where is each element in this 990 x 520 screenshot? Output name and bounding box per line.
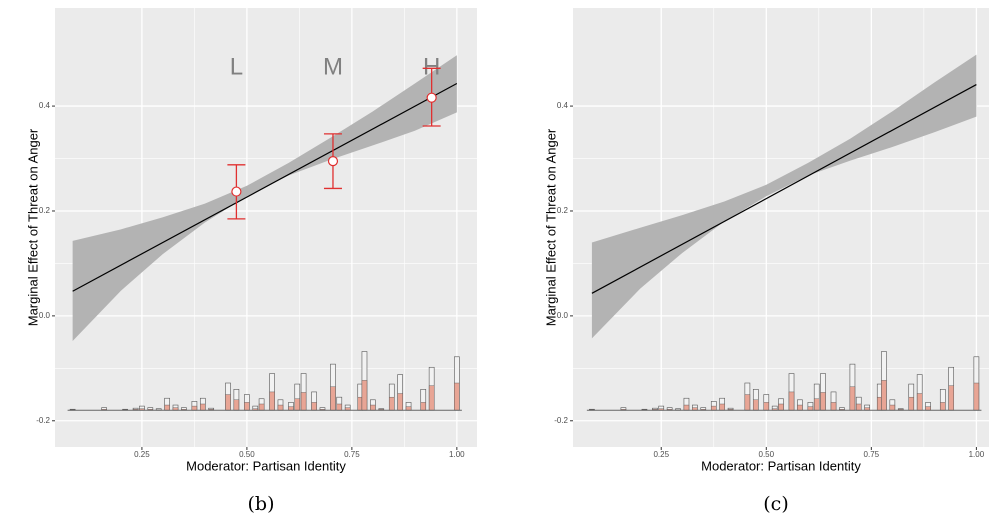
hist-bar-treated — [277, 404, 284, 411]
hist-bar-treated — [973, 382, 980, 411]
hist-bar-treated — [200, 403, 206, 411]
hist-bar-treated — [807, 406, 814, 411]
hist-bar-treated — [856, 403, 862, 411]
x-tick-label: 1.00 — [969, 450, 985, 459]
bin-estimate — [231, 186, 242, 197]
hist-bar-treated — [763, 402, 770, 411]
x-tick-label: 0.75 — [864, 450, 880, 459]
y-tick-label: 0.0 — [39, 311, 51, 320]
y-tick-label: -0.2 — [36, 416, 50, 425]
hist-bar-treated — [940, 402, 946, 411]
effect-line — [72, 82, 458, 292]
confidence-band — [72, 55, 457, 342]
hist-bar-treated — [753, 399, 759, 411]
hist-bar-treated — [311, 402, 317, 411]
hist-bar-treated — [397, 393, 403, 411]
panel-caption: (b) — [248, 493, 275, 515]
bin-label: M — [323, 53, 343, 80]
bin-estimate — [426, 92, 437, 103]
hist-bar-treated — [916, 393, 923, 411]
x-tick-label: 0.25 — [653, 450, 669, 459]
hist-bar-treated — [744, 394, 751, 411]
hist-bar-treated — [820, 392, 826, 411]
x-tick-label: 0.50 — [759, 450, 775, 459]
x-axis-title: Moderator: Partisan Identity — [701, 458, 861, 473]
y-tick-label: 0.2 — [557, 206, 569, 215]
y-tick-label: -0.2 — [554, 416, 568, 425]
hist-bar-treated — [719, 403, 725, 411]
y-tick-label: 0.4 — [557, 101, 569, 110]
x-tick-label: 1.00 — [449, 450, 465, 459]
y-tick-label: 0.2 — [39, 206, 51, 215]
plot-panel — [573, 8, 989, 447]
hist-bar-treated — [405, 406, 412, 411]
panel-caption: (c) — [763, 493, 788, 515]
hist-bar-treated — [908, 396, 914, 411]
hist-bar-treated — [294, 398, 301, 411]
x-tick-label: 0.50 — [239, 450, 255, 459]
x-tick-label: 0.75 — [344, 450, 360, 459]
hist-bar-treated — [889, 404, 896, 411]
hist-bar-treated — [361, 380, 368, 411]
hist-bar-treated — [797, 404, 803, 411]
effect-line — [591, 84, 977, 294]
bin-label: L — [230, 53, 243, 80]
hist-bar-treated — [948, 385, 954, 411]
hist-bar-treated — [389, 396, 395, 411]
hist-bar-treated — [788, 391, 795, 411]
hist-bar-treated — [288, 406, 294, 411]
bin-estimate — [327, 156, 339, 167]
hist-bar-treated — [830, 402, 837, 411]
hist-bar-treated — [711, 405, 717, 411]
hist-bar-treated — [881, 380, 887, 411]
bin-label: H — [423, 53, 440, 80]
x-axis-title: Moderator: Partisan Identity — [186, 458, 346, 473]
hist-bar-treated — [813, 398, 820, 411]
hist-bar-treated — [454, 382, 460, 411]
hist-bar-treated — [244, 402, 250, 411]
hist-bar-treated — [778, 403, 784, 411]
hist-bar-treated — [300, 392, 307, 411]
hist-bar-treated — [233, 399, 240, 411]
plot-panel — [55, 8, 477, 447]
y-tick-label: 0.4 — [39, 101, 51, 110]
hist-bar-treated — [849, 386, 856, 411]
hist-bar-treated — [420, 402, 426, 411]
hist-bar-treated — [683, 404, 690, 411]
hist-bar-treated — [269, 391, 275, 411]
hist-bar-treated — [164, 404, 170, 411]
y-axis-title: Marginal Effect of Threat on Anger — [25, 128, 40, 326]
y-axis-title: Marginal Effect of Threat on Anger — [543, 128, 558, 326]
confidence-band — [591, 54, 977, 339]
y-tick-label: 0.0 — [557, 311, 569, 320]
x-tick-label: 0.25 — [134, 450, 150, 459]
hist-bar-treated — [225, 394, 231, 411]
hist-bar-treated — [191, 405, 198, 411]
hist-bar-treated — [428, 385, 435, 411]
hist-bar-treated — [336, 403, 342, 411]
hist-bar-treated — [258, 403, 265, 411]
hist-bar-treated — [925, 406, 931, 411]
hist-bar-treated — [330, 386, 336, 411]
hist-bar-treated — [370, 404, 376, 411]
